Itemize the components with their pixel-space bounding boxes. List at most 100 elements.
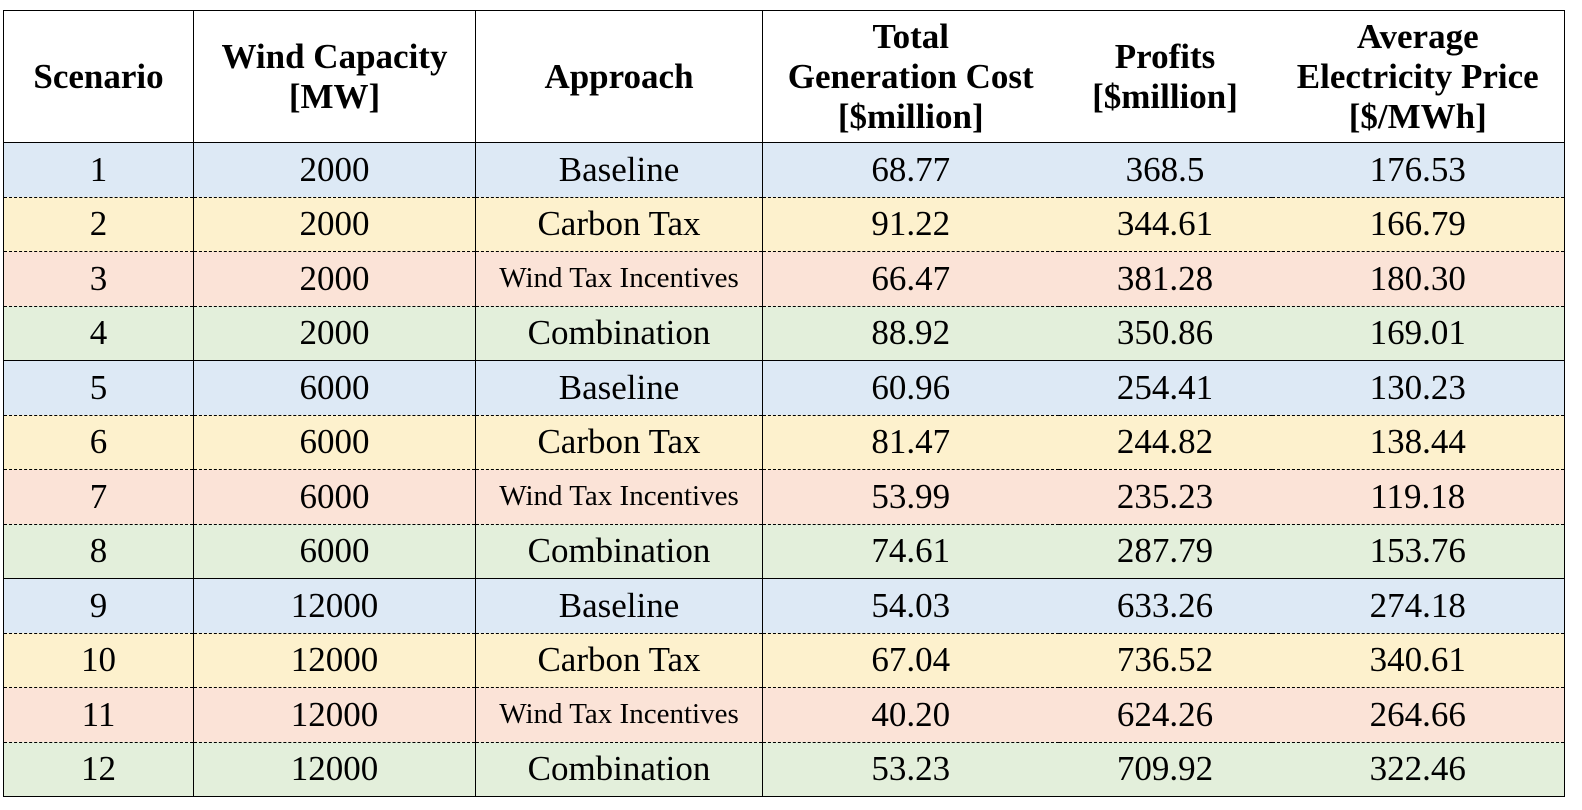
header-profits: Profits [$million] bbox=[1058, 10, 1272, 143]
wind-capacity-cell: 12000 bbox=[193, 742, 476, 797]
approach-cell: Carbon Tax bbox=[475, 197, 763, 252]
electricity-price-cell: 119.18 bbox=[1271, 469, 1565, 525]
approach-cell: Carbon Tax bbox=[475, 415, 763, 470]
generation-cost-cell: 60.96 bbox=[762, 360, 1059, 416]
generation-cost-cell: 53.99 bbox=[762, 469, 1059, 525]
generation-cost-cell: 40.20 bbox=[762, 687, 1059, 743]
wind-capacity-cell: 2000 bbox=[193, 197, 476, 252]
table-row: 10 12000 Carbon Tax 67.04 736.52 340.61 bbox=[3, 633, 1565, 688]
generation-cost-cell: 53.23 bbox=[762, 742, 1059, 797]
profits-cell: 624.26 bbox=[1058, 687, 1272, 743]
wind-capacity-cell: 12000 bbox=[193, 633, 476, 688]
header-line: Generation Cost bbox=[787, 56, 1034, 96]
scenario-cell: 2 bbox=[3, 197, 194, 252]
electricity-price-cell: 153.76 bbox=[1271, 524, 1565, 579]
generation-cost-cell: 54.03 bbox=[762, 578, 1059, 634]
approach-cell: Wind Tax Incentives bbox=[475, 469, 763, 525]
header-approach: Approach bbox=[475, 10, 763, 143]
wind-capacity-cell: 6000 bbox=[193, 360, 476, 416]
table-row: 4 2000 Combination 88.92 350.86 169.01 bbox=[3, 306, 1565, 361]
profits-cell: 254.41 bbox=[1058, 360, 1272, 416]
generation-cost-cell: 74.61 bbox=[762, 524, 1059, 579]
scenario-cell: 1 bbox=[3, 142, 194, 198]
header-line: Electricity Price bbox=[1296, 56, 1539, 96]
scenario-cell: 5 bbox=[3, 360, 194, 416]
generation-cost-cell: 91.22 bbox=[762, 197, 1059, 252]
scenario-cell: 11 bbox=[3, 687, 194, 743]
approach-cell: Carbon Tax bbox=[475, 633, 763, 688]
header-line: Wind Capacity bbox=[221, 36, 448, 76]
electricity-price-cell: 138.44 bbox=[1271, 415, 1565, 470]
header-average-electricity-price: Average Electricity Price [$/MWh] bbox=[1271, 10, 1565, 143]
approach-cell: Wind Tax Incentives bbox=[475, 687, 763, 743]
wind-capacity-cell: 6000 bbox=[193, 524, 476, 579]
table-row: 2 2000 Carbon Tax 91.22 344.61 166.79 bbox=[3, 197, 1565, 252]
electricity-price-cell: 130.23 bbox=[1271, 360, 1565, 416]
table-row: 1 2000 Baseline 68.77 368.5 176.53 bbox=[3, 142, 1565, 198]
generation-cost-cell: 66.47 bbox=[762, 251, 1059, 307]
header-line: [$/MWh] bbox=[1348, 96, 1487, 136]
electricity-price-cell: 176.53 bbox=[1271, 142, 1565, 198]
scenario-cell: 7 bbox=[3, 469, 194, 525]
profits-cell: 736.52 bbox=[1058, 633, 1272, 688]
scenario-cell: 3 bbox=[3, 251, 194, 307]
wind-capacity-cell: 2000 bbox=[193, 306, 476, 361]
header-line: Profits bbox=[1114, 36, 1216, 76]
header-line: Total bbox=[872, 16, 949, 56]
generation-cost-cell: 67.04 bbox=[762, 633, 1059, 688]
header-line: Scenario bbox=[33, 56, 164, 96]
electricity-price-cell: 340.61 bbox=[1271, 633, 1565, 688]
wind-capacity-cell: 12000 bbox=[193, 687, 476, 743]
wind-capacity-cell: 2000 bbox=[193, 251, 476, 307]
profits-cell: 344.61 bbox=[1058, 197, 1272, 252]
generation-cost-cell: 88.92 bbox=[762, 306, 1059, 361]
approach-cell: Combination bbox=[475, 742, 763, 797]
scenario-cell: 10 bbox=[3, 633, 194, 688]
electricity-price-cell: 169.01 bbox=[1271, 306, 1565, 361]
table-header: Scenario Wind Capacity [MW] Approach Tota… bbox=[3, 10, 1565, 143]
electricity-price-cell: 264.66 bbox=[1271, 687, 1565, 743]
header-line: [$million] bbox=[1092, 76, 1238, 116]
table-row: 9 12000 Baseline 54.03 633.26 274.18 bbox=[3, 578, 1565, 634]
wind-capacity-cell: 2000 bbox=[193, 142, 476, 198]
profits-cell: 350.86 bbox=[1058, 306, 1272, 361]
electricity-price-cell: 322.46 bbox=[1271, 742, 1565, 797]
profits-cell: 381.28 bbox=[1058, 251, 1272, 307]
profits-cell: 287.79 bbox=[1058, 524, 1272, 579]
table-row: 11 12000 Wind Tax Incentives 40.20 624.26 264… bbox=[3, 687, 1565, 743]
profits-cell: 244.82 bbox=[1058, 415, 1272, 470]
header-line: Average bbox=[1356, 16, 1479, 56]
scenario-cell: 8 bbox=[3, 524, 194, 579]
profits-cell: 235.23 bbox=[1058, 469, 1272, 525]
table-body: 1 2000 Baseline 68.77 368.5 176.53 2 2000 Carbon… bbox=[3, 142, 1565, 797]
results-table: Scenario Wind Capacity [MW] Approach Tota… bbox=[3, 10, 1565, 797]
profits-cell: 709.92 bbox=[1058, 742, 1272, 797]
profits-cell: 633.26 bbox=[1058, 578, 1272, 634]
approach-cell: Baseline bbox=[475, 578, 763, 634]
electricity-price-cell: 274.18 bbox=[1271, 578, 1565, 634]
table-row: 5 6000 Baseline 60.96 254.41 130.23 bbox=[3, 360, 1565, 416]
generation-cost-cell: 81.47 bbox=[762, 415, 1059, 470]
profits-cell: 368.5 bbox=[1058, 142, 1272, 198]
table-row: 12 12000 Combination 53.23 709.92 322.46 bbox=[3, 742, 1565, 797]
header-total-generation-cost: Total Generation Cost [$million] bbox=[762, 10, 1059, 143]
wind-capacity-cell: 6000 bbox=[193, 469, 476, 525]
table-row: 8 6000 Combination 74.61 287.79 153.76 bbox=[3, 524, 1565, 579]
approach-cell: Wind Tax Incentives bbox=[475, 251, 763, 307]
header-wind-capacity: Wind Capacity [MW] bbox=[193, 10, 476, 143]
approach-cell: Baseline bbox=[475, 360, 763, 416]
wind-capacity-cell: 6000 bbox=[193, 415, 476, 470]
header-row: Scenario Wind Capacity [MW] Approach Tota… bbox=[3, 10, 1565, 143]
generation-cost-cell: 68.77 bbox=[762, 142, 1059, 198]
scenario-cell: 12 bbox=[3, 742, 194, 797]
scenario-cell: 4 bbox=[3, 306, 194, 361]
header-line: Approach bbox=[544, 56, 694, 96]
scenario-cell: 6 bbox=[3, 415, 194, 470]
scenario-cell: 9 bbox=[3, 578, 194, 634]
approach-cell: Combination bbox=[475, 306, 763, 361]
table-row: 3 2000 Wind Tax Incentives 66.47 381.28 180.3… bbox=[3, 251, 1565, 307]
header-scenario: Scenario bbox=[3, 10, 194, 143]
table-row: 6 6000 Carbon Tax 81.47 244.82 138.44 bbox=[3, 415, 1565, 470]
header-line: [MW] bbox=[288, 76, 381, 116]
table-row: 7 6000 Wind Tax Incentives 53.99 235.23 119.1… bbox=[3, 469, 1565, 525]
